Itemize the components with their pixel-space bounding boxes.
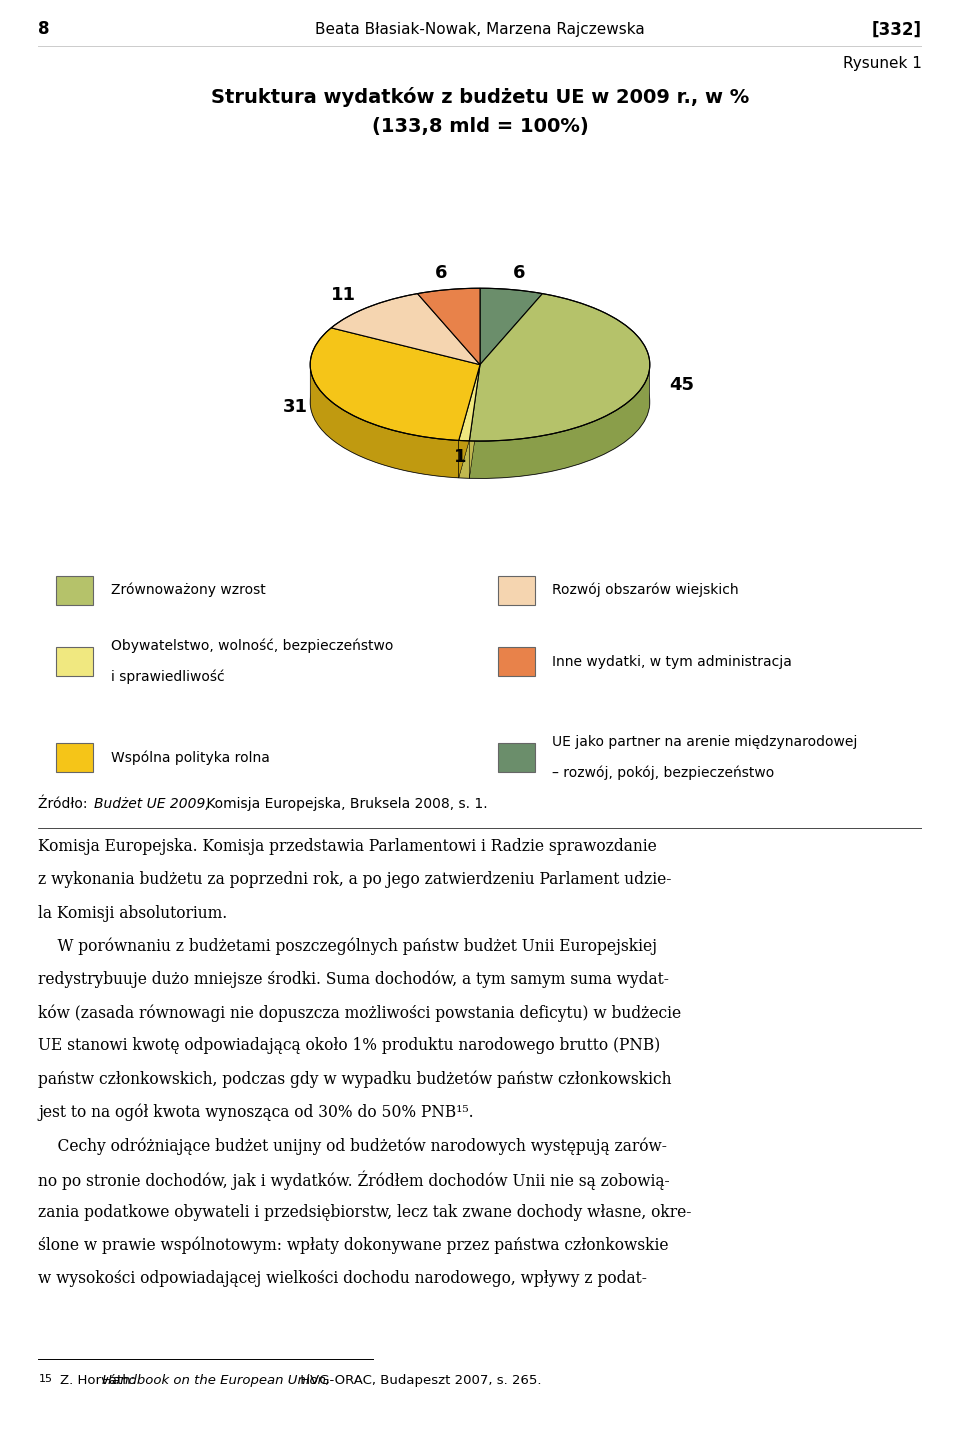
- Text: – rozwój, pokój, bezpieczeństwo: – rozwój, pokój, bezpieczeństwo: [552, 766, 775, 780]
- Text: Wspólna polityka rolna: Wspólna polityka rolna: [110, 750, 270, 764]
- Text: Cechy odróżniające budżet unijny od budżetów narodowych występują zarów-: Cechy odróżniające budżet unijny od budż…: [38, 1137, 667, 1154]
- Polygon shape: [459, 440, 469, 478]
- Polygon shape: [469, 294, 650, 440]
- Text: z wykonania budżetu za poprzedni rok, a po jego zatwierdzeniu Parlament udzie-: z wykonania budżetu za poprzedni rok, a …: [38, 871, 672, 888]
- Ellipse shape: [310, 325, 650, 478]
- Text: i sprawiedliwość: i sprawiedliwość: [110, 671, 225, 685]
- Text: [332]: [332]: [872, 20, 922, 39]
- FancyBboxPatch shape: [56, 648, 93, 676]
- Text: 8: 8: [38, 20, 50, 39]
- Text: Handbook on the European Union,: Handbook on the European Union,: [102, 1374, 330, 1387]
- Text: 45: 45: [670, 376, 695, 394]
- FancyBboxPatch shape: [497, 743, 535, 771]
- Text: la Komisji absolutorium.: la Komisji absolutorium.: [38, 905, 228, 921]
- Text: 11: 11: [330, 286, 355, 304]
- Polygon shape: [418, 288, 480, 364]
- Text: Rysunek 1: Rysunek 1: [843, 56, 922, 71]
- Text: 1: 1: [454, 449, 467, 466]
- Text: Komisja Europejska. Komisja przedstawia Parlamentowi i Radzie sprawozdanie: Komisja Europejska. Komisja przedstawia …: [38, 837, 658, 855]
- Text: w wysokości odpowiadającej wielkości dochodu narodowego, wpływy z podat-: w wysokości odpowiadającej wielkości doc…: [38, 1271, 647, 1286]
- Polygon shape: [310, 328, 480, 440]
- Text: no po stronie dochodów, jak i wydatków. Źródłem dochodów Unii nie są zobowią-: no po stronie dochodów, jak i wydatków. …: [38, 1170, 670, 1190]
- Text: państw członkowskich, podczas gdy w wypadku budżetów państw członkowskich: państw członkowskich, podczas gdy w wypa…: [38, 1071, 672, 1088]
- Polygon shape: [331, 294, 480, 364]
- Text: UE jako partner na arenie międzynarodowej: UE jako partner na arenie międzynarodowe…: [552, 735, 858, 748]
- Text: redystrybuuje dużo mniejsze środki. Suma dochodów, a tym samym suma wydat-: redystrybuuje dużo mniejsze środki. Suma…: [38, 971, 669, 989]
- Polygon shape: [459, 364, 480, 478]
- Text: Beata Błasiak-Nowak, Marzena Rajczewska: Beata Błasiak-Nowak, Marzena Rajczewska: [315, 22, 645, 37]
- Text: 15: 15: [38, 1374, 53, 1384]
- Text: Obywatelstwo, wolność, bezpieczeństwo: Obywatelstwo, wolność, bezpieczeństwo: [110, 639, 394, 653]
- Text: Komisja Europejska, Bruksela 2008, s. 1.: Komisja Europejska, Bruksela 2008, s. 1.: [202, 797, 488, 812]
- Text: Zrównoważony wzrost: Zrównoważony wzrost: [110, 583, 266, 597]
- Text: ślone w prawie wspólnotowym: wpłaty dokonywane przez państwa członkowskie: ślone w prawie wspólnotowym: wpłaty doko…: [38, 1238, 669, 1255]
- Text: Źródło:: Źródło:: [38, 797, 92, 812]
- Polygon shape: [480, 288, 542, 364]
- Text: ków (zasada równowagi nie dopuszcza możliwości powstania deficytu) w budżecie: ków (zasada równowagi nie dopuszcza możl…: [38, 1004, 682, 1022]
- Text: UE stanowi kwotę odpowiadającą około 1% produktu narodowego brutto (PNB): UE stanowi kwotę odpowiadającą około 1% …: [38, 1038, 660, 1055]
- Text: zania podatkowe obywateli i przedsiębiorstw, lecz tak zwane dochody własne, okre: zania podatkowe obywateli i przedsiębior…: [38, 1203, 692, 1220]
- Polygon shape: [469, 364, 480, 478]
- Text: Struktura wydatków z budżetu UE w 2009 r., w %: Struktura wydatków z budżetu UE w 2009 r…: [211, 88, 749, 108]
- Polygon shape: [310, 367, 459, 478]
- Text: Z. Horváth:: Z. Horváth:: [60, 1374, 139, 1387]
- Text: W porównaniu z budżetami poszczególnych państw budżet Unii Europejskiej: W porównaniu z budżetami poszczególnych …: [38, 938, 658, 955]
- Text: 31: 31: [283, 399, 308, 416]
- Text: Budżet UE 2009,: Budżet UE 2009,: [94, 797, 210, 812]
- Polygon shape: [459, 364, 480, 440]
- Polygon shape: [469, 364, 480, 478]
- Text: 6: 6: [513, 265, 525, 282]
- FancyBboxPatch shape: [497, 576, 535, 604]
- Text: Rozwój obszarów wiejskich: Rozwój obszarów wiejskich: [552, 583, 739, 597]
- FancyBboxPatch shape: [56, 743, 93, 771]
- Polygon shape: [459, 364, 480, 478]
- FancyBboxPatch shape: [56, 576, 93, 604]
- FancyBboxPatch shape: [497, 648, 535, 676]
- Text: HVG-ORAC, Budapeszt 2007, s. 265.: HVG-ORAC, Budapeszt 2007, s. 265.: [297, 1374, 541, 1387]
- Text: jest to na ogół kwota wynosząca od 30% do 50% PNB¹⁵.: jest to na ogół kwota wynosząca od 30% d…: [38, 1104, 474, 1121]
- Text: 6: 6: [435, 265, 447, 282]
- Polygon shape: [469, 370, 649, 478]
- Text: Inne wydatki, w tym administracja: Inne wydatki, w tym administracja: [552, 655, 792, 669]
- Text: (133,8 mld = 100%): (133,8 mld = 100%): [372, 117, 588, 137]
